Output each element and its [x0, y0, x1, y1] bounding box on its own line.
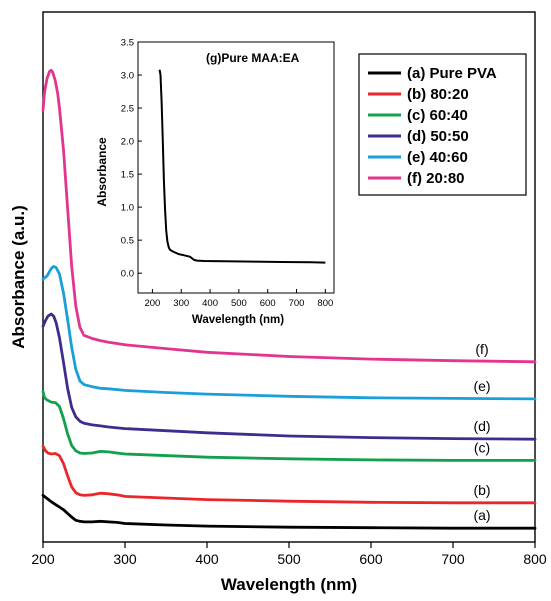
- series-line: [41, 444, 537, 505]
- curve-label: (e): [473, 378, 490, 394]
- inset-x-axis-title: Wavelength (nm): [192, 314, 284, 326]
- legend-label: (b) 80:20: [407, 86, 469, 103]
- main-x-tick-label: 300: [113, 551, 137, 567]
- inset-y-tick-label: 2.0: [121, 137, 134, 148]
- main-x-tick-label: 700: [441, 551, 465, 567]
- main-y-axis-title: Absorbance (a.u.): [9, 205, 28, 349]
- curve-label: (c): [474, 439, 490, 455]
- inset-title: (g)Pure MAA:EA: [206, 51, 300, 65]
- series-line: [41, 493, 537, 530]
- inset-y-tick-label: 2.5: [121, 104, 134, 115]
- inset-x-tick-label: 600: [260, 298, 276, 309]
- curve-label: (a): [473, 507, 490, 523]
- main-curves: [41, 68, 537, 530]
- inset-y-tick-label: 1.5: [121, 170, 134, 181]
- inset-chart: (g)Pure MAA:EA 200 300 400 500 600 700 800 0.0 0…: [84, 30, 340, 334]
- inset-y-tick-label: 3.0: [121, 71, 134, 82]
- series-line: [41, 68, 537, 364]
- series-line: [41, 312, 537, 441]
- series-line: [41, 264, 537, 401]
- main-x-tick-label: 400: [195, 551, 219, 567]
- inset-x-tick-label: 300: [173, 298, 189, 309]
- main-x-axis-title: Wavelength (nm): [221, 575, 357, 594]
- inset-background: [84, 30, 340, 334]
- main-x-tick-label: 800: [523, 551, 547, 567]
- inset-x-tick-label: 800: [317, 298, 333, 309]
- main-x-ticks: 200 300 400 500 600 700 800: [31, 542, 547, 567]
- main-curve-labels: (a) (b) (c) (d) (e) (f): [473, 341, 490, 523]
- series-line: [41, 390, 537, 462]
- inset-x-tick-label: 400: [202, 298, 218, 309]
- main-x-tick-label: 500: [277, 551, 301, 567]
- inset-y-axis-title: Absorbance: [95, 137, 109, 207]
- curve-label: (b): [473, 482, 490, 498]
- curve-label: (d): [473, 418, 490, 434]
- inset-x-tick-label: 200: [144, 298, 160, 309]
- inset-x-tick-label: 500: [231, 298, 247, 309]
- main-x-tick-label: 200: [31, 551, 55, 567]
- inset-y-tick-label: 1.0: [121, 203, 134, 214]
- main-x-tick-label: 600: [359, 551, 383, 567]
- legend-label: (e) 40:60: [407, 149, 468, 166]
- legend-label: (f) 20:80: [407, 170, 465, 187]
- legend: (a) Pure PVA (b) 80:20 (c) 60:40 (d) 50:50 (…: [358, 53, 527, 196]
- legend-label: (c) 60:40: [407, 107, 468, 124]
- legend-label: (a) Pure PVA: [407, 65, 497, 82]
- inset-y-tick-label: 3.5: [121, 38, 134, 49]
- inset-series-line: [158, 69, 326, 264]
- curve-label: (f): [475, 341, 488, 357]
- inset-x-tick-label: 700: [289, 298, 305, 309]
- inset-curve: [158, 69, 326, 264]
- inset-y-tick-label: 0.0: [121, 269, 134, 280]
- inset-y-tick-label: 0.5: [121, 236, 134, 247]
- legend-label: (d) 50:50: [407, 128, 469, 145]
- inset-plot-frame: [137, 41, 335, 294]
- main-plot: 200 300 400 500 600 700 800 (a) (b) (c) (d) (e) (f)…: [9, 11, 547, 594]
- legend-box: [358, 53, 527, 196]
- legend-items: (a) Pure PVA (b) 80:20 (c) 60:40 (d) 50:50 (…: [368, 65, 497, 187]
- inset-ticks: 200 300 400 500 600 700 800 0.0 0.5 1.0 1.5 2.0 2.5 3…: [121, 38, 334, 310]
